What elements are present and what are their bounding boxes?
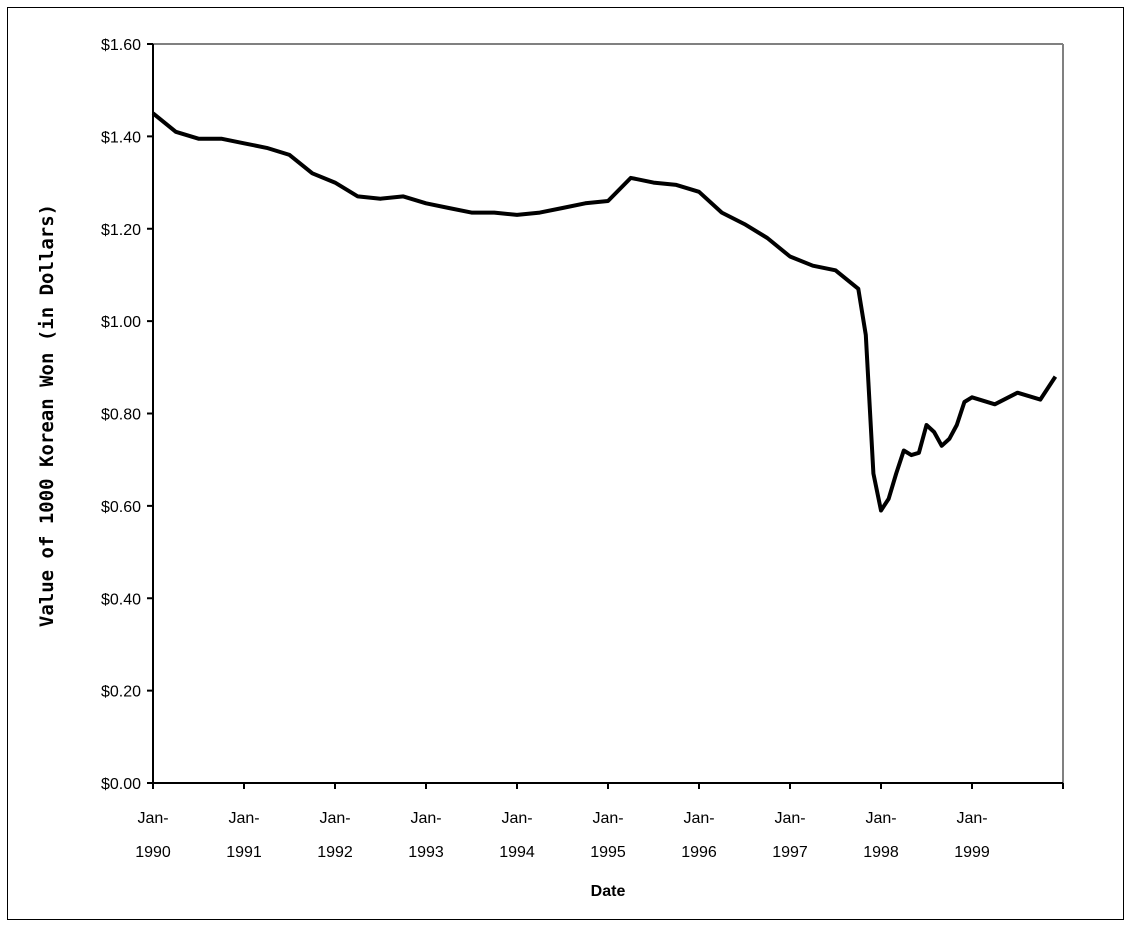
x-tick-label: 1998 bbox=[863, 844, 899, 861]
y-tick-label: $1.20 bbox=[101, 222, 141, 239]
y-tick-label: $0.20 bbox=[101, 684, 141, 701]
x-tick-label: Jan- bbox=[319, 810, 350, 827]
x-tick-label: Jan- bbox=[956, 810, 987, 827]
x-tick-label: 1993 bbox=[408, 844, 444, 861]
x-axis: Jan- 1990 Jan- 1991 Jan- 1992 Jan- 1993 Jan- 1994… bbox=[135, 783, 1064, 861]
x-tick-label: 1999 bbox=[954, 844, 990, 861]
y-tick-label: $1.60 bbox=[101, 37, 141, 54]
x-tick-label: Jan- bbox=[137, 810, 168, 827]
y-tick-label: $1.40 bbox=[101, 129, 141, 146]
y-tick-label: $0.80 bbox=[101, 407, 141, 424]
x-tick-label: Jan- bbox=[410, 810, 441, 827]
y-tick-label: $0.00 bbox=[101, 776, 141, 793]
x-tick-label: 1991 bbox=[226, 844, 262, 861]
x-axis-title: Date bbox=[591, 883, 626, 900]
y-axis: $0.00 $0.20 $0.40 $0.60 $0.80 $1.00 $1.20 $1.40… bbox=[101, 37, 153, 793]
x-tick-label: Jan- bbox=[683, 810, 714, 827]
chart-area bbox=[7, 7, 1124, 920]
x-tick-label: Jan- bbox=[228, 810, 259, 827]
x-tick-label: 1997 bbox=[772, 844, 808, 861]
x-tick-label: 1994 bbox=[499, 844, 535, 861]
x-tick-label: 1996 bbox=[681, 844, 717, 861]
x-tick-label: 1992 bbox=[317, 844, 353, 861]
series-line bbox=[151, 111, 1058, 513]
y-tick-label: $0.40 bbox=[101, 591, 141, 608]
y-tick-label: $0.60 bbox=[101, 499, 141, 516]
x-tick-label: 1990 bbox=[135, 844, 171, 861]
x-tick-label: Jan- bbox=[774, 810, 805, 827]
x-tick-label: Jan- bbox=[592, 810, 623, 827]
x-tick-label: 1995 bbox=[590, 844, 626, 861]
y-axis-title: Value of 1000 Korean Won (in Dollars) bbox=[36, 204, 58, 627]
x-tick-label: Jan- bbox=[501, 810, 532, 827]
x-tick-label: Jan- bbox=[865, 810, 896, 827]
y-tick-label: $1.00 bbox=[101, 314, 141, 331]
